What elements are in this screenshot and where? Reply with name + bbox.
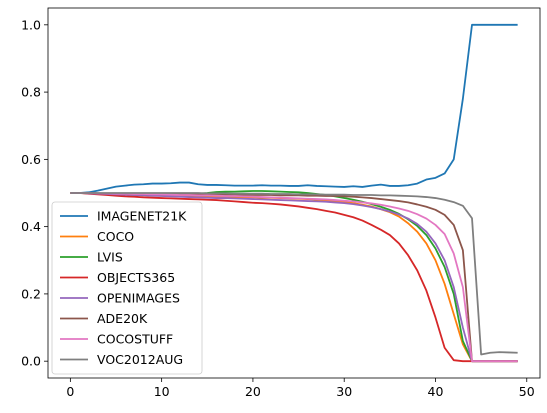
legend-label-ade20k: ADE20K — [97, 311, 148, 326]
legend: IMAGENET21K COCO LVIS OBJECTS365 OPENIMAGES A… — [51, 201, 203, 375]
legend-box — [51, 201, 203, 375]
series-line-voc2012aug — [70, 192, 518, 356]
series-line-openimages — [70, 192, 518, 363]
y-tick-label: 0.8 — [21, 85, 41, 100]
series-line-cocostuff — [70, 192, 518, 363]
x-tick-label: 50 — [519, 384, 535, 399]
y-tick-label: 0.0 — [21, 354, 41, 369]
legend-label-cocostuff: COCOSTUFF — [97, 332, 173, 347]
legend-label-coco: COCO — [97, 229, 134, 244]
series-line-imagenet21k — [70, 23, 518, 194]
plot-frame — [47, 7, 541, 379]
y-tick-label: 0.6 — [21, 152, 41, 167]
y-tick-label: 0.2 — [21, 286, 41, 301]
series-lines — [70, 23, 518, 363]
series-line-objects365 — [70, 192, 518, 363]
legend-label-imagenet21k: IMAGENET21K — [97, 209, 187, 224]
x-tick-label: 10 — [154, 384, 170, 399]
legend-label-openimages: OPENIMAGES — [97, 291, 180, 306]
legend-label-voc2012aug: VOC2012AUG — [97, 352, 183, 367]
y-tick-label: 1.0 — [21, 17, 41, 32]
x-tick-label: 0 — [66, 384, 74, 399]
legend-label-lvis: LVIS — [97, 250, 123, 265]
y-axis: 0.0 0.2 0.4 0.6 0.8 1.0 — [21, 17, 48, 369]
x-axis: 0 10 20 30 40 50 — [66, 378, 535, 399]
x-tick-label: 30 — [336, 384, 352, 399]
x-tick-label: 40 — [428, 384, 444, 399]
y-tick-label: 0.4 — [21, 219, 41, 234]
legend-label-objects365: OBJECTS365 — [97, 270, 175, 285]
x-tick-label: 20 — [245, 384, 261, 399]
